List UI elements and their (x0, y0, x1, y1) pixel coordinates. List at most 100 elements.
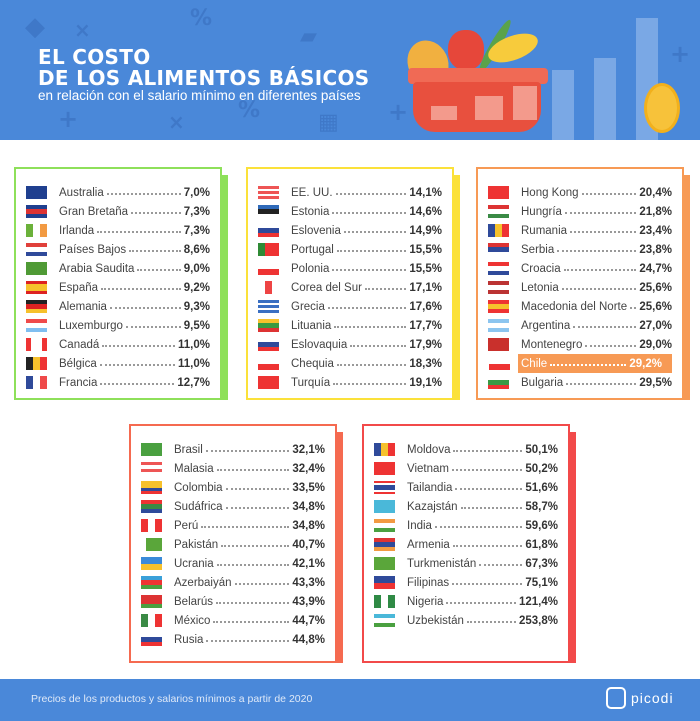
country-name: Luxemburgo (59, 319, 123, 332)
flag-icon (488, 300, 509, 313)
dotted-leader (336, 249, 407, 252)
country-name: Hong Kong (521, 186, 579, 199)
flag-icon (374, 462, 395, 475)
percentage-value: 14,9% (409, 224, 442, 237)
country-card-1: Australia 7,0% Gran Bretaña 7,3% Irlanda 7,3%… (14, 167, 228, 400)
flag-icon (141, 519, 162, 532)
highlighted-country-row: Chile 29,2% (489, 354, 672, 373)
header-banner: ◆ × % ▰ + × % ▦ + + EL COSTO DE LOS ALIM… (0, 0, 700, 140)
flag-icon (258, 338, 279, 351)
dotted-leader (201, 525, 290, 528)
country-name: Rumania (521, 224, 568, 237)
dotted-leader (225, 487, 290, 490)
page-title-line-2: DE LOS ALIMENTOS BÁSICOS (38, 66, 370, 90)
flag-icon (488, 186, 509, 199)
banana-illustration (484, 27, 542, 69)
percentage-value: 20,4% (639, 186, 672, 199)
dotted-leader (205, 449, 290, 452)
country-row: Eslovenia 14,9% (248, 221, 452, 240)
dotted-leader (99, 363, 176, 366)
country-name: Australia (59, 186, 104, 199)
country-row: Nigeria 121,4% (364, 592, 568, 611)
dotted-leader (131, 211, 181, 214)
dotted-leader (327, 306, 407, 309)
country-row: Países Bajos 8,6% (16, 240, 220, 259)
flag-icon (26, 262, 47, 275)
country-name: Eslovenia (291, 224, 341, 237)
dotted-leader (550, 363, 627, 366)
flag-icon (258, 357, 279, 370)
percentage-value: 14,6% (409, 205, 442, 218)
country-row: Chequia 18,3% (248, 354, 452, 373)
dotted-leader (452, 544, 523, 547)
dotted-leader (452, 582, 523, 585)
percentage-value: 121,4% (518, 595, 558, 608)
country-name: Alemania (59, 300, 107, 313)
country-row: Malasia 32,4% (131, 459, 335, 478)
dotted-leader (221, 544, 290, 547)
country-card-5: Moldova 50,1% Vietnam 50,2% Tailandia 51,6% Ka… (362, 424, 576, 663)
country-name: Corea del Sur (291, 281, 362, 294)
percentage-value: 19,1% (409, 376, 442, 389)
percentage-value: 24,7% (639, 262, 672, 275)
flag-icon (374, 538, 395, 551)
flag-icon (26, 243, 47, 256)
picodi-logo[interactable]: picodi (606, 687, 674, 709)
percentage-value: 43,9% (292, 595, 325, 608)
country-name: Eslovaquia (291, 338, 348, 351)
percentage-value: 9,3% (183, 300, 210, 313)
country-name: Colombia (174, 481, 223, 494)
country-name: México (174, 614, 211, 627)
flag-icon (489, 357, 510, 370)
country-name: Chile (521, 357, 548, 370)
percentage-value: 51,6% (525, 481, 558, 494)
tomato-illustration (448, 30, 484, 70)
country-name: Azerbaiyán (174, 576, 232, 589)
country-row: Gran Bretaña 7,3% (16, 202, 220, 221)
dotted-leader (125, 325, 181, 328)
dotted-leader (102, 344, 176, 347)
dotted-leader (333, 382, 407, 385)
country-card-2: EE. UU. 14,1% Estonia 14,6% Eslovenia 14,9% Po… (246, 167, 460, 400)
percentage-value: 253,8% (518, 614, 558, 627)
percentage-value: 29,5% (639, 376, 672, 389)
country-name: Montenegro (521, 338, 583, 351)
dotted-leader (97, 230, 181, 233)
percentage-value: 17,7% (409, 319, 442, 332)
percentage-value: 27,0% (639, 319, 672, 332)
country-row: India 59,6% (364, 516, 568, 535)
dotted-leader (350, 344, 407, 347)
percentage-value: 34,8% (292, 519, 325, 532)
flag-icon (26, 300, 47, 313)
country-name: Bulgaria (521, 376, 564, 389)
dotted-leader (585, 344, 637, 347)
dotted-leader (206, 639, 290, 642)
country-row: Hungría 21,8% (478, 202, 682, 221)
dotted-leader (234, 582, 290, 585)
flag-icon (374, 614, 395, 627)
country-row: Brasil 32,1% (131, 440, 335, 459)
country-name: Rusia (174, 633, 204, 646)
flag-icon (26, 281, 47, 294)
country-name: Croacia (521, 262, 561, 275)
country-name: Letonia (521, 281, 559, 294)
coin-icon (644, 83, 680, 133)
country-name: Armenia (407, 538, 450, 551)
country-name: Gran Bretaña (59, 205, 129, 218)
dotted-leader (364, 287, 407, 290)
percentage-value: 40,7% (292, 538, 325, 551)
flag-icon (374, 443, 395, 456)
country-row: Belarús 43,9% (131, 592, 335, 611)
country-name: Turquía (291, 376, 331, 389)
country-name: Nigeria (407, 595, 444, 608)
basket-illustration (413, 82, 541, 132)
country-name: Kazajstán (407, 500, 458, 513)
country-row: Lituania 17,7% (248, 316, 452, 335)
country-name: España (59, 281, 99, 294)
percentage-value: 17,9% (409, 338, 442, 351)
flag-icon (141, 614, 162, 627)
country-name: Hungría (521, 205, 562, 218)
percentage-value: 61,8% (525, 538, 558, 551)
percentage-value: 9,2% (183, 281, 210, 294)
dotted-leader (213, 620, 290, 623)
